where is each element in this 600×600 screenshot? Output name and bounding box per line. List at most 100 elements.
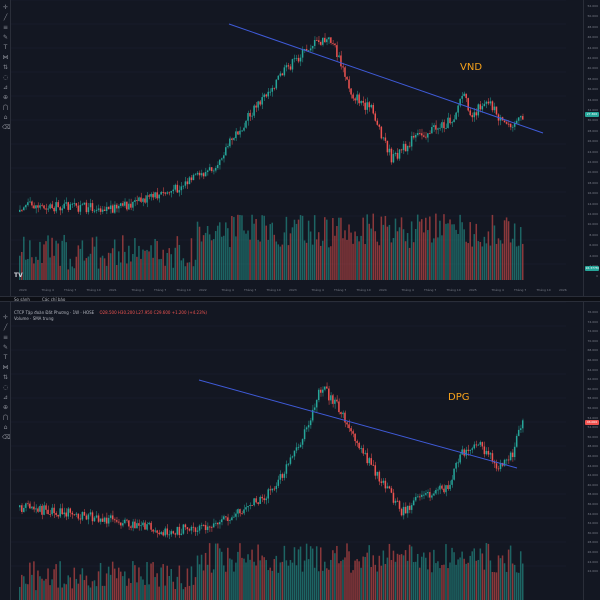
candle-body <box>275 79 278 89</box>
volume-bar <box>441 235 443 280</box>
lock-icon[interactable]: ⌂ <box>3 424 8 431</box>
candle-body <box>243 127 245 131</box>
volume-bar <box>469 555 471 600</box>
volume-bar <box>166 252 168 280</box>
candle-body <box>160 191 162 195</box>
candle-body <box>186 181 189 185</box>
volume-bar <box>433 238 435 280</box>
cursor-icon[interactable]: ✛ <box>2 4 9 11</box>
candle-body <box>245 507 247 510</box>
candle-body <box>382 137 385 139</box>
candle-body <box>330 395 332 401</box>
magnet-icon[interactable]: ⋂ <box>3 414 8 421</box>
candle-body <box>420 494 423 497</box>
zoom-icon[interactable]: ⊕ <box>2 404 9 411</box>
volume-bar <box>227 228 229 280</box>
candle-body <box>435 489 437 494</box>
candle-body <box>31 506 33 509</box>
candle-body <box>380 481 383 483</box>
candle-body <box>402 506 405 516</box>
candle-body <box>404 506 407 514</box>
volume-bar <box>180 260 183 280</box>
volume-bar <box>313 215 316 280</box>
text-tool-icon[interactable]: T <box>3 44 8 51</box>
volume-bar <box>307 559 310 600</box>
volume-bar <box>105 573 108 600</box>
shapes-icon[interactable]: ◌ <box>2 384 9 391</box>
price-axis-2[interactable]: 76.000 74.000 72.000 70.000 68.000 66.000 64.0… <box>583 302 600 600</box>
chart-panel-dpg[interactable]: So sánh Các chỉ báo ✛ ╱ ≡ ✎ T ⋈ ⇅ ◌ ⊿ ⊕ … <box>0 297 600 600</box>
volume-bar <box>334 553 336 600</box>
trash-icon[interactable]: ⌫ <box>2 124 11 131</box>
price-axis[interactable]: 52.000 50.000 48.000 46.000 44.000 42.000 40.0… <box>583 0 600 296</box>
volume-bar <box>275 241 278 280</box>
candlestick-chart-dpg[interactable] <box>11 302 583 600</box>
candle-body <box>194 174 197 176</box>
zoom-icon[interactable]: ⊕ <box>2 94 9 101</box>
trendline-tool-icon[interactable]: ╱ <box>3 14 8 21</box>
volume-bar <box>257 544 259 600</box>
magnet-icon[interactable]: ⋂ <box>3 104 8 111</box>
volume-bar <box>89 253 92 280</box>
price-tick: 52.000 <box>587 425 599 430</box>
volume-bar <box>483 236 486 280</box>
shapes-icon[interactable]: ◌ <box>2 74 9 81</box>
ruler-icon[interactable]: ⊿ <box>2 84 9 91</box>
fib-tool-icon[interactable]: ≡ <box>2 334 9 341</box>
candle-body <box>408 505 411 510</box>
time-tick: Tháng 10 <box>446 288 461 292</box>
candle-body <box>352 94 354 99</box>
fib-tool-icon[interactable]: ≡ <box>2 24 9 31</box>
volume-bar <box>283 232 286 280</box>
candle-body <box>124 201 126 206</box>
ruler-icon[interactable]: ⊿ <box>2 394 9 401</box>
indicators-button[interactable]: Các chỉ báo <box>42 297 66 302</box>
candle-body <box>358 94 360 104</box>
tradingview-logo: TV <box>14 272 23 279</box>
cursor-icon[interactable]: ✛ <box>2 314 9 321</box>
prediction-icon[interactable]: ⇅ <box>2 374 9 381</box>
volume-bar <box>154 238 156 280</box>
candle-body <box>384 137 387 141</box>
volume-bar <box>126 585 128 600</box>
candle-body <box>172 189 175 192</box>
trash-icon[interactable]: ⌫ <box>2 434 11 441</box>
candle-body <box>134 521 136 529</box>
candle-body <box>113 519 116 521</box>
volume-legend[interactable]: Volume · SMA trung <box>14 316 54 321</box>
candlestick-chart-vnd[interactable] <box>11 0 583 288</box>
chart-panel-vnd[interactable]: ✛ ╱ ≡ ✎ T ⋈ ⇅ ◌ ⊿ ⊕ ⋂ ⌂ ⌫ VND 52.000 50.0… <box>0 0 600 296</box>
price-tick: 22.000 <box>587 160 599 164</box>
volume-bar <box>356 236 358 280</box>
time-axis[interactable]: 2020 Tháng 4 Tháng 7 Tháng 10 2021 Tháng 4 Thá… <box>11 288 583 296</box>
volume-bar <box>372 555 375 600</box>
pattern-icon[interactable]: ⋈ <box>2 364 9 371</box>
text-tool-icon[interactable]: T <box>3 354 8 361</box>
candle-body <box>507 459 510 461</box>
brush-icon[interactable]: ✎ <box>2 34 9 41</box>
candle-body <box>210 526 213 528</box>
volume-bar <box>441 565 443 600</box>
candle-body <box>162 532 164 536</box>
compare-button[interactable]: So sánh <box>14 297 30 302</box>
pane-separator[interactable] <box>0 296 600 302</box>
volume-bar <box>427 230 429 280</box>
volume-bar <box>497 555 500 600</box>
candle-body <box>37 508 39 512</box>
volume-bar <box>51 237 53 280</box>
volume-bar <box>184 587 187 600</box>
pattern-icon[interactable]: ⋈ <box>2 54 9 61</box>
volume-bar <box>174 589 177 600</box>
symbol-header[interactable]: CTCP Tập đoàn Đất Phương · 1W · HOSE O28… <box>14 310 207 315</box>
prediction-icon[interactable]: ⇅ <box>2 64 9 71</box>
brush-icon[interactable]: ✎ <box>2 344 9 351</box>
volume-bar <box>55 564 57 600</box>
volume-bar <box>491 571 494 600</box>
candle-body <box>303 49 306 50</box>
trendline-tool-icon[interactable]: ╱ <box>3 324 8 331</box>
candle-body <box>293 58 296 60</box>
lock-icon[interactable]: ⌂ <box>3 114 8 121</box>
volume-bar <box>289 560 292 600</box>
volume-bar <box>319 547 322 600</box>
candle-body <box>146 524 148 530</box>
